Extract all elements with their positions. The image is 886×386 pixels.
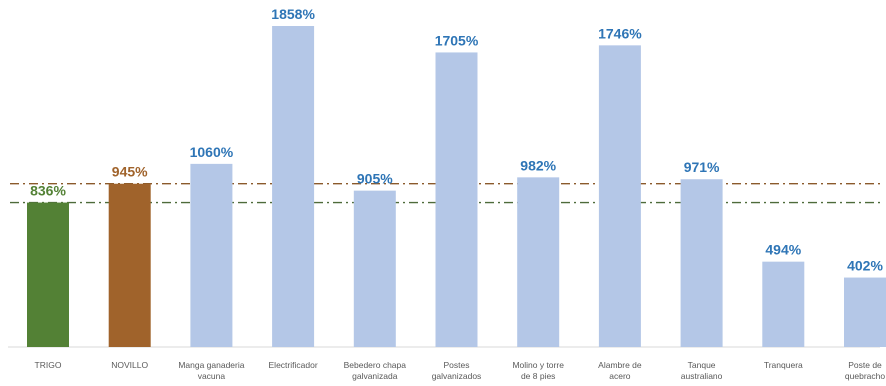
bar-9 — [762, 261, 805, 347]
category-label-7-line-1: acero — [609, 371, 631, 381]
bar-6 — [517, 177, 560, 347]
reference-lines — [10, 183, 880, 204]
value-label-8: 971% — [684, 159, 720, 175]
category-label-10-line-1: quebracho — [845, 371, 885, 381]
category-label-6-line-0: Molino y torre — [512, 360, 564, 370]
bar-10 — [844, 277, 886, 347]
value-label-4: 905% — [357, 171, 393, 187]
bar-4 — [353, 190, 396, 347]
category-label-5-line-1: galvanizados — [432, 371, 482, 381]
bar-0 — [27, 202, 69, 347]
bar-1 — [108, 183, 151, 347]
value-label-10: 402% — [847, 258, 883, 274]
value-label-9: 494% — [765, 242, 801, 258]
category-label-6-line-1: de 8 pies — [521, 371, 556, 381]
category-label-10-line-0: Poste de — [848, 360, 882, 370]
value-label-3: 1858% — [271, 6, 315, 22]
category-label-2-line-1: vacuna — [198, 371, 226, 381]
value-labels: 836% 945% 1060% 1858% 905% 1705% 982% 1746% 971%… — [30, 6, 883, 274]
category-label-4-line-1: galvanizada — [352, 371, 398, 381]
value-label-2: 1060% — [190, 144, 234, 160]
bar-7 — [598, 45, 641, 347]
bar-8 — [680, 179, 723, 347]
bar-5 — [435, 52, 478, 348]
value-label-6: 982% — [520, 157, 556, 173]
value-label-5: 1705% — [435, 32, 479, 48]
category-label-0: TRIGO — [35, 360, 62, 370]
value-label-7: 1746% — [598, 25, 642, 41]
category-label-9: Tranquera — [764, 360, 803, 370]
category-label-8-line-0: Tanque — [688, 360, 716, 370]
bar-2 — [190, 163, 233, 347]
category-label-5-line-0: Postes — [444, 360, 470, 370]
category-label-1: NOVILLO — [111, 360, 148, 370]
category-label-8-line-1: australiano — [681, 371, 723, 381]
value-label-0: 836% — [30, 183, 66, 199]
bars — [27, 26, 886, 348]
value-label-1: 945% — [112, 164, 148, 180]
category-label-3: Electrificador — [269, 360, 318, 370]
category-label-2-line-0: Manga ganaderia — [178, 360, 244, 370]
category-label-4-line-0: Bebedero chapa — [344, 360, 407, 370]
bar-3 — [272, 26, 315, 347]
category-label-7-line-0: Alambre de — [598, 360, 642, 370]
